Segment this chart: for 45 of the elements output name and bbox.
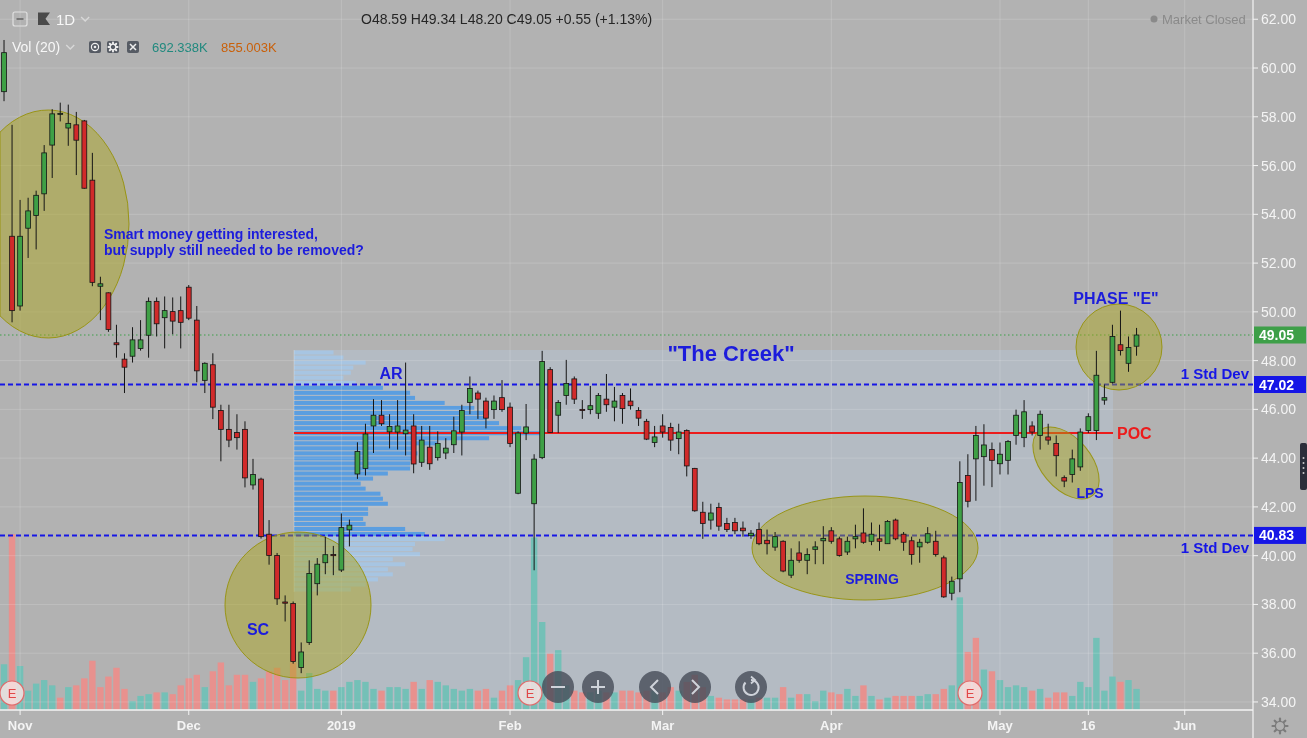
chart-title: Vol (20) [12, 39, 61, 55]
annotation: Smart money getting interested, but supply still needed to be removed? [104, 226, 364, 258]
text: O48.59 H49.34 L48.20 C49.05 +0.55 (+1.13%) [361, 11, 653, 27]
x-tick-label: Dec [176, 717, 201, 733]
y-tick-label: 38.00 [1261, 596, 1297, 613]
x-tick-label: Feb [498, 717, 522, 733]
y-tick-label: 52.00 [1261, 255, 1297, 272]
x-tick-label: Nov [7, 717, 34, 733]
annotation: SC [246, 620, 270, 638]
annotation: 855.003K [221, 39, 277, 55]
x-tick-label: Apr [820, 717, 843, 733]
y-tick-label: 46.00 [1261, 401, 1297, 418]
annotation: AR [379, 364, 403, 382]
annotation: "The Creek" [667, 340, 795, 366]
annotation: PHASE "E" [1073, 289, 1159, 307]
y-tick-label: 44.00 [1261, 450, 1297, 467]
annotation: LPS [1076, 485, 1104, 501]
x-tick-label: 16 [1081, 717, 1096, 733]
ref-line-label: POC [1117, 424, 1153, 442]
text: 47.02 [1259, 376, 1295, 393]
x-tick-label: Jun [1173, 717, 1197, 733]
ref-line-label: 1 Std Dev [1180, 538, 1250, 556]
y-tick-label: 62.00 [1261, 11, 1297, 28]
text: 49.05 [1259, 327, 1295, 344]
y-tick-label: 36.00 [1261, 645, 1297, 662]
annotation: E [7, 685, 17, 701]
annotation: E [525, 685, 535, 701]
text: 1D [56, 10, 76, 28]
x-tick-label: 2019 [326, 717, 356, 733]
annotation: 692.338K [152, 39, 208, 55]
y-tick-label: 60.00 [1261, 60, 1297, 77]
annotation: SPRING [845, 571, 899, 587]
y-tick-label: 34.00 [1261, 693, 1297, 710]
text: 40.83 [1259, 527, 1295, 544]
y-tick-label: 40.00 [1261, 547, 1297, 564]
x-tick-label: May [987, 717, 1014, 733]
y-tick-label: 58.00 [1261, 108, 1297, 125]
y-tick-label: 56.00 [1261, 157, 1297, 174]
annotation: E [965, 685, 975, 701]
y-tick-label: 42.00 [1261, 498, 1297, 515]
x-tick-label: Mar [651, 717, 675, 733]
ref-line-label: 1 Std Dev [1180, 365, 1250, 382]
y-tick-label: 50.00 [1261, 303, 1297, 320]
y-tick-label: 54.00 [1261, 206, 1297, 223]
y-tick-label: 48.00 [1261, 352, 1297, 369]
